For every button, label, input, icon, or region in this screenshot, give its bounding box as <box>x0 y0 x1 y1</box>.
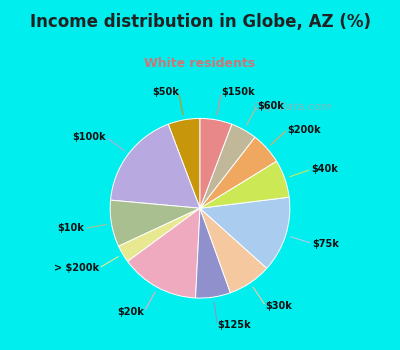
Text: Income distribution in Globe, AZ (%): Income distribution in Globe, AZ (%) <box>30 13 370 30</box>
Text: $100k: $100k <box>73 132 106 142</box>
Text: City-Data.com: City-Data.com <box>252 102 332 112</box>
Wedge shape <box>118 208 200 261</box>
Wedge shape <box>200 208 267 293</box>
Wedge shape <box>128 208 200 298</box>
Text: $125k: $125k <box>217 320 251 330</box>
Text: $200k: $200k <box>288 125 321 135</box>
Text: $40k: $40k <box>311 164 338 174</box>
Wedge shape <box>200 197 290 268</box>
Text: $50k: $50k <box>152 88 179 98</box>
Text: > $200k: > $200k <box>54 263 99 273</box>
Text: $75k: $75k <box>312 238 339 248</box>
Wedge shape <box>200 118 232 208</box>
Wedge shape <box>200 124 255 208</box>
Wedge shape <box>200 137 276 208</box>
Text: $30k: $30k <box>266 301 292 311</box>
Wedge shape <box>196 208 230 298</box>
Wedge shape <box>200 161 289 208</box>
Text: White residents: White residents <box>144 57 256 70</box>
Text: $10k: $10k <box>57 223 84 233</box>
Text: $60k: $60k <box>258 100 284 111</box>
Text: $20k: $20k <box>117 307 144 317</box>
Wedge shape <box>168 118 200 208</box>
Wedge shape <box>110 124 200 208</box>
Wedge shape <box>110 200 200 246</box>
Text: $150k: $150k <box>221 88 255 98</box>
